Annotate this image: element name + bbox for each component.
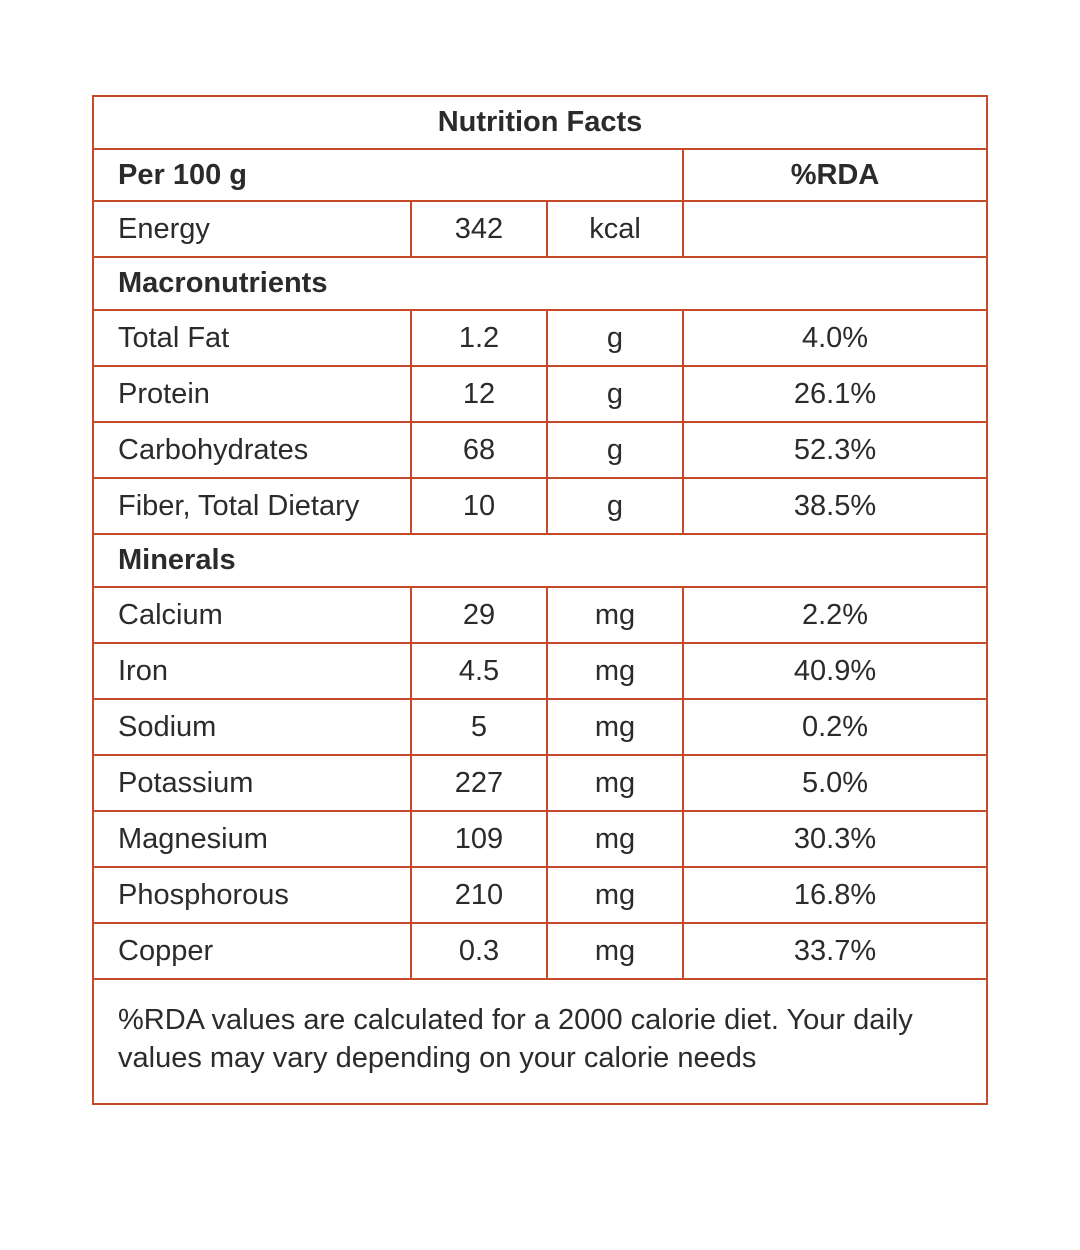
nutrient-unit: mg (546, 642, 684, 700)
table-title: Nutrition Facts (92, 95, 988, 150)
nutrient-rda: 33.7% (682, 922, 988, 980)
table-row: Sodium 5 mg 0.2% (92, 698, 988, 756)
table-row: Total Fat 1.2 g 4.0% (92, 309, 988, 367)
header-row: Per 100 g %RDA (92, 148, 988, 202)
table-row: Magnesium 109 mg 30.3% (92, 810, 988, 868)
nutrient-rda: 38.5% (682, 477, 988, 535)
table-row: Calcium 29 mg 2.2% (92, 586, 988, 644)
nutrient-value: 1.2 (410, 309, 548, 367)
nutrient-name: Iron (92, 642, 412, 700)
nutrient-rda: 16.8% (682, 866, 988, 924)
nutrient-value: 29 (410, 586, 548, 644)
nutrient-unit: g (546, 365, 684, 423)
nutrient-unit: mg (546, 866, 684, 924)
nutrient-value: 10 (410, 477, 548, 535)
nutrient-unit: kcal (546, 200, 684, 258)
table-row-energy: Energy 342 kcal (92, 200, 988, 258)
nutrient-name: Sodium (92, 698, 412, 756)
nutrient-value: 5 (410, 698, 548, 756)
nutrient-rda-empty (682, 200, 988, 258)
nutrient-rda: 52.3% (682, 421, 988, 479)
title-row: Nutrition Facts (92, 95, 988, 150)
rda-footnote: %RDA values are calculated for a 2000 ca… (92, 977, 988, 1106)
section-row-minerals: Minerals (92, 533, 988, 588)
nutrient-name: Carbohydrates (92, 421, 412, 479)
table-row: Potassium 227 mg 5.0% (92, 754, 988, 812)
nutrient-name: Phosphorous (92, 866, 412, 924)
nutrient-value: 0.3 (410, 922, 548, 980)
nutrient-unit: mg (546, 698, 684, 756)
nutrient-name: Protein (92, 365, 412, 423)
nutrient-value: 210 (410, 866, 548, 924)
nutrient-name: Magnesium (92, 810, 412, 868)
table-row: Phosphorous 210 mg 16.8% (92, 866, 988, 924)
nutrient-name: Potassium (92, 754, 412, 812)
rda-column-header: %RDA (682, 148, 988, 202)
serving-size-label: Per 100 g (92, 148, 684, 202)
nutrient-value: 4.5 (410, 642, 548, 700)
nutrient-unit: g (546, 421, 684, 479)
nutrient-name: Energy (92, 200, 412, 258)
table-row: Protein 12 g 26.1% (92, 365, 988, 423)
table-row: Copper 0.3 mg 33.7% (92, 922, 988, 980)
nutrient-name: Total Fat (92, 309, 412, 367)
nutrient-unit: g (546, 477, 684, 535)
nutrient-value: 12 (410, 365, 548, 423)
section-label: Minerals (92, 533, 988, 588)
section-row-macronutrients: Macronutrients (92, 256, 988, 311)
nutrient-name: Copper (92, 922, 412, 980)
nutrient-unit: mg (546, 922, 684, 980)
nutrient-unit: mg (546, 810, 684, 868)
nutrient-value: 227 (410, 754, 548, 812)
nutrition-facts-table: Nutrition Facts Per 100 g %RDA Energy 34… (92, 95, 988, 1106)
table-row: Iron 4.5 mg 40.9% (92, 642, 988, 700)
nutrient-rda: 5.0% (682, 754, 988, 812)
nutrient-rda: 2.2% (682, 586, 988, 644)
nutrient-unit: mg (546, 754, 684, 812)
nutrient-unit: mg (546, 586, 684, 644)
nutrient-value: 68 (410, 421, 548, 479)
table-row: Fiber, Total Dietary 10 g 38.5% (92, 477, 988, 535)
nutrient-rda: 26.1% (682, 365, 988, 423)
nutrient-name: Calcium (92, 586, 412, 644)
nutrient-value: 342 (410, 200, 548, 258)
nutrient-rda: 0.2% (682, 698, 988, 756)
section-label: Macronutrients (92, 256, 988, 311)
nutrient-value: 109 (410, 810, 548, 868)
nutrient-name: Fiber, Total Dietary (92, 477, 412, 535)
nutrient-unit: g (546, 309, 684, 367)
nutrient-rda: 4.0% (682, 309, 988, 367)
footnote-row: %RDA values are calculated for a 2000 ca… (92, 977, 988, 1106)
nutrient-rda: 30.3% (682, 810, 988, 868)
table-row: Carbohydrates 68 g 52.3% (92, 421, 988, 479)
nutrient-rda: 40.9% (682, 642, 988, 700)
